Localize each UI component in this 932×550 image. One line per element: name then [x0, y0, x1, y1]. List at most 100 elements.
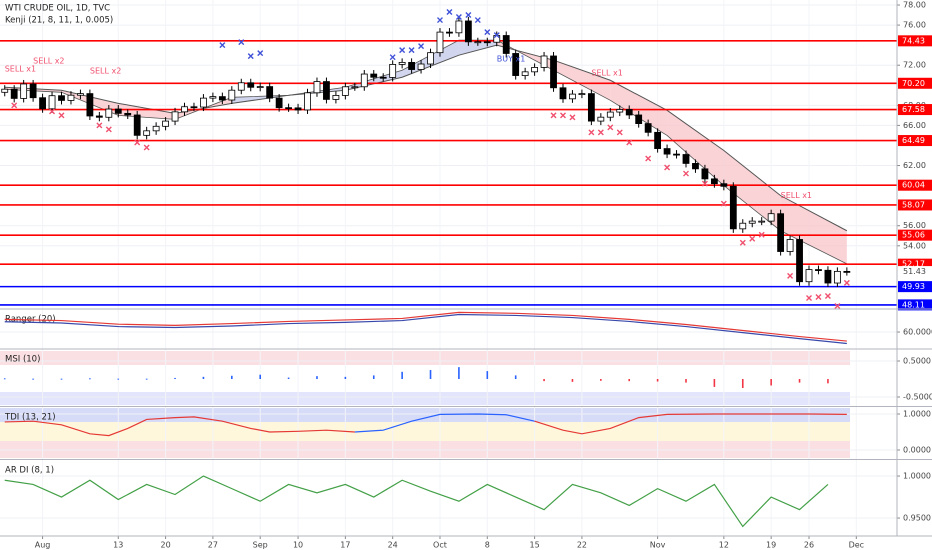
candle-body — [540, 55, 548, 68]
candle-body — [218, 96, 226, 101]
candle-body — [389, 64, 397, 78]
histogram-bar — [287, 377, 290, 380]
candle-body — [455, 20, 463, 34]
y-tick-label: 0.5000 — [903, 357, 931, 366]
candle-body — [758, 220, 766, 223]
signal-cross — [758, 231, 765, 238]
candle-body — [351, 86, 359, 89]
candle-body — [692, 163, 699, 170]
x-tick-label: 27 — [208, 541, 218, 550]
y-tick-label: 0.0000 — [903, 446, 931, 455]
level-label: 55.06 — [902, 231, 925, 240]
signal-cross — [134, 139, 141, 146]
signal-cross — [664, 164, 671, 171]
x-tick-label: 22 — [577, 541, 587, 550]
tdi-middle-band — [0, 422, 850, 441]
indicator-line — [4, 311, 847, 342]
candle-body — [48, 95, 56, 110]
candle-body — [474, 41, 482, 44]
histogram-bar — [458, 367, 460, 380]
y-tick-label: 78.00 — [903, 1, 926, 10]
x-tick-label: 20 — [160, 541, 170, 550]
candle-body — [767, 213, 775, 222]
candle-body — [569, 93, 576, 100]
signal-cross — [787, 272, 794, 279]
candle-body — [587, 93, 595, 122]
y-tick-label: 1.0000 — [903, 410, 931, 419]
last-price-box — [898, 266, 932, 278]
level-label-box — [898, 179, 932, 191]
candle-body — [644, 123, 652, 133]
candle-body — [162, 120, 169, 127]
candle-body — [531, 67, 539, 73]
candle-body — [446, 31, 453, 34]
candle-body — [550, 55, 557, 89]
signal-cross — [257, 50, 264, 57]
candle-body — [200, 97, 207, 108]
indicator-label: Kenji (21, 8, 11, 1, 0.005) — [5, 16, 113, 26]
signal-cross — [446, 9, 453, 16]
candle-body — [483, 41, 491, 44]
y-tick-label: 72.00 — [903, 61, 926, 70]
candle-body — [720, 183, 728, 187]
signal-cross — [247, 53, 254, 60]
level-label-box — [898, 258, 932, 270]
signal-cross — [493, 32, 500, 39]
level-label-box — [898, 299, 932, 311]
kenji-fill — [553, 60, 611, 101]
level-label: 64.49 — [902, 136, 925, 145]
signal-cross — [455, 14, 462, 21]
candle-body — [105, 108, 113, 118]
candle-body — [512, 53, 520, 76]
candle-body — [379, 76, 387, 79]
signal-cross — [824, 292, 831, 299]
pane-title: AR DI (8, 1) — [5, 466, 54, 476]
candle-body — [304, 92, 311, 111]
signal-cross — [399, 47, 406, 54]
candle-body — [152, 125, 160, 132]
candle-body — [133, 114, 141, 136]
pane-title: TDI (13, 21) — [4, 413, 56, 423]
tdi-lower-band — [0, 441, 850, 458]
signal-cross — [701, 180, 708, 187]
histogram-bar — [117, 378, 120, 380]
level-label-box — [898, 35, 932, 47]
x-tick-label: 13 — [113, 541, 123, 550]
last-price-label: 51.43 — [903, 267, 926, 276]
candle-body — [606, 111, 614, 118]
y-tick-label: 54.00 — [903, 241, 926, 250]
level-label: 49.93 — [902, 282, 925, 291]
y-tick-label: 62.00 — [903, 161, 926, 170]
signal-cross — [436, 17, 443, 24]
candle-body — [578, 93, 586, 96]
candle-body — [171, 111, 179, 122]
signal-label: SELL x1 — [591, 69, 622, 78]
histogram-bar — [32, 378, 34, 380]
candle-body — [20, 83, 28, 99]
histogram-bar — [89, 378, 91, 380]
candle-body — [294, 107, 302, 111]
candle-body — [77, 93, 84, 96]
x-tick-label: Oct — [433, 541, 447, 550]
candle-body — [824, 269, 832, 284]
signal-cross — [559, 112, 566, 119]
signal-cross — [219, 42, 226, 49]
histogram-bar — [628, 379, 631, 382]
candle-body — [1, 88, 9, 93]
candle-body — [10, 88, 18, 99]
x-tick-label: 12 — [719, 541, 729, 550]
histogram-bar — [259, 374, 262, 380]
chart-title: WTI CRUDE OIL, 1D, TVC — [5, 4, 110, 14]
candle-body — [67, 94, 75, 101]
candle-body — [682, 154, 690, 164]
histogram-bar — [798, 379, 801, 383]
candle-body — [114, 108, 122, 114]
level-label-box — [898, 135, 932, 147]
candle-body — [786, 239, 794, 252]
histogram-bar — [656, 379, 659, 382]
histogram-bar — [174, 377, 176, 380]
y-tick-label: -0.5000 — [903, 393, 932, 402]
candle-body — [398, 62, 406, 65]
level-label-box — [898, 229, 932, 241]
kenji-fill — [610, 80, 668, 136]
